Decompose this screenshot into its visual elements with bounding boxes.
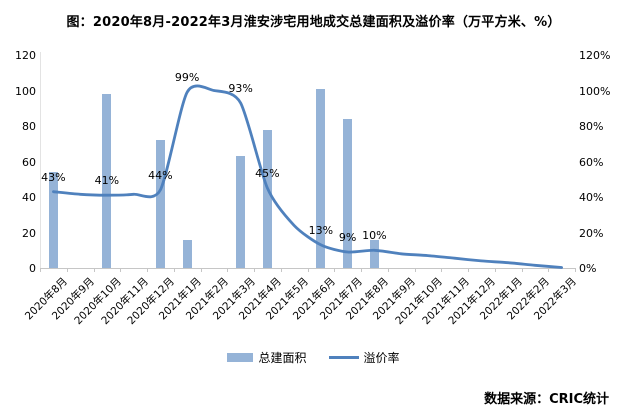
right-axis-tick-label: 20% [579, 226, 604, 240]
left-axis-tick-label: 100 [15, 84, 36, 98]
line-point-label: 43% [41, 170, 66, 184]
left-axis-tick-label: 60 [22, 155, 36, 169]
x-axis-tick [254, 268, 255, 272]
right-axis-tick-label: 120% [579, 49, 611, 62]
x-axis-tick [200, 268, 202, 272]
x-axis-tick [334, 268, 336, 272]
x-axis-tick [468, 268, 469, 272]
x-axis-tick [173, 268, 175, 272]
line-point-label: 93% [228, 81, 253, 95]
right-axis-tick-label: 60% [579, 155, 604, 169]
x-axis-tick [387, 268, 389, 272]
line-point-label: 13% [308, 223, 334, 237]
x-axis-tick [120, 268, 122, 272]
bar-2021年1月 [182, 239, 192, 268]
bar-2020年8月 [48, 172, 58, 268]
right-axis-tick-label: 100% [579, 84, 611, 98]
left-axis-tick-label: 0 [29, 262, 36, 275]
x-axis-tick [361, 268, 362, 272]
right-axis-tick-label: 0% [579, 262, 597, 275]
line-point-label: 10% [362, 229, 387, 243]
x-axis-tick [227, 268, 229, 272]
x-axis-tick [521, 268, 523, 272]
x-axis-tick [147, 268, 148, 272]
bar-2021年8月 [369, 239, 379, 268]
bar-2020年12月 [155, 140, 165, 268]
legend-bar-label: 总建面积 [258, 351, 307, 365]
legend-line-label: 溢价率 [363, 351, 400, 365]
x-axis-tick [280, 268, 282, 272]
bar-2021年7月 [343, 118, 353, 268]
legend: 总建面积 溢价率 [0, 349, 627, 366]
left-axis-tick-label: 40 [22, 191, 36, 204]
legend-bar-swatch [227, 353, 254, 362]
x-axis-tick [307, 268, 309, 272]
line-point-label: 9% [338, 231, 357, 245]
x-axis-tick [441, 268, 443, 272]
chart-title: 图：2020年8月-2022年3月淮安涉宅用地成交总建面积及溢价率（万平方米、%… [66, 15, 561, 30]
data-source: 数据来源：CRIC统计 [484, 392, 609, 407]
right-axis-tick-label: 80% [579, 120, 604, 133]
left-axis-tick-label: 120 [15, 49, 36, 62]
line-point-label: 99% [174, 71, 200, 85]
line-point-label: 41% [94, 174, 120, 188]
x-axis-tick [548, 268, 550, 272]
x-axis-tick [414, 268, 416, 272]
x-axis-tick [494, 268, 496, 272]
x-axis-tick [93, 268, 95, 272]
x-axis-tick [40, 268, 41, 272]
bar-2021年4月 [262, 129, 272, 268]
line-point-label: 44% [148, 168, 173, 182]
left-axis-tick-label: 20 [22, 226, 36, 240]
bar-2021年6月 [316, 88, 326, 268]
right-axis-tick-label: 40% [579, 191, 604, 204]
x-axis-tick [66, 268, 68, 272]
y-axis-line [40, 52, 41, 268]
left-axis-tick-label: 80 [22, 120, 36, 133]
line-point-label: 45% [255, 167, 280, 181]
legend-line-swatch [328, 356, 359, 359]
bar-2021年3月 [236, 156, 246, 268]
x-axis-tick [575, 268, 576, 272]
